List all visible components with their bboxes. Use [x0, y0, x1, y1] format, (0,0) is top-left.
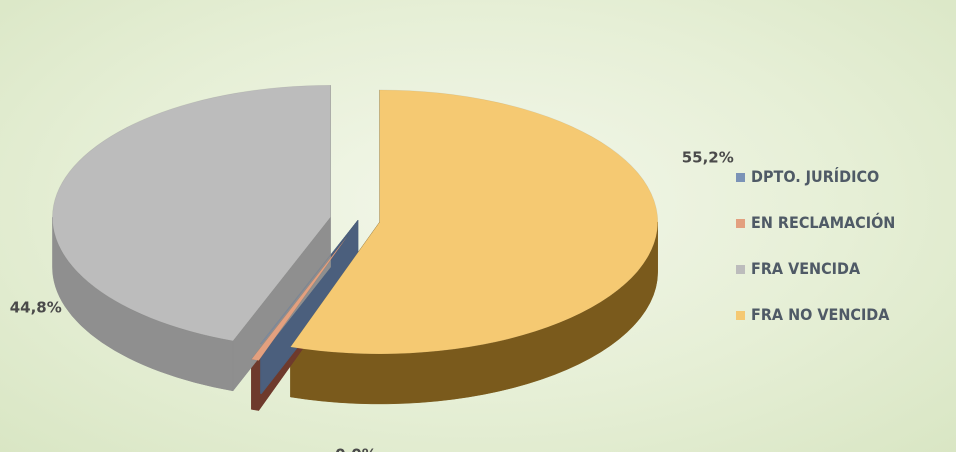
slice-rim-en-reclamacion — [251, 359, 260, 411]
legend-swatch-fra-no-vencida — [736, 311, 745, 320]
legend-label-fra-no-vencida: FRA NO VENCIDA — [751, 305, 890, 324]
pie-tops — [52, 84, 658, 361]
legend-swatch-en-reclamacion — [736, 219, 745, 228]
legend: DPTO. JURÍDICO EN RECLAMACIÓN FRA VENCIDA F… — [736, 167, 895, 324]
legend-label-fra-vencida: FRA VENCIDA — [751, 259, 861, 278]
slice-fra-vencida — [52, 84, 331, 342]
slice-fra-no-vencida — [289, 89, 658, 355]
data-label-fra-vencida: 44,8% — [10, 298, 62, 316]
data-label-en-reclamacion: 0,0% — [335, 446, 377, 452]
slice-dpto-juridico — [260, 219, 359, 345]
legend-label-en-reclamacion: EN RECLAMACIÓN — [751, 213, 895, 232]
data-label-fra-no-vencida: 55,2% — [682, 149, 734, 167]
legend-label-dpto-juridico: DPTO. JURÍDICO — [751, 167, 879, 186]
legend-swatch-dpto-juridico — [736, 173, 745, 182]
legend-swatch-fra-vencida — [736, 265, 745, 274]
slice-en-reclamacion — [250, 235, 349, 361]
